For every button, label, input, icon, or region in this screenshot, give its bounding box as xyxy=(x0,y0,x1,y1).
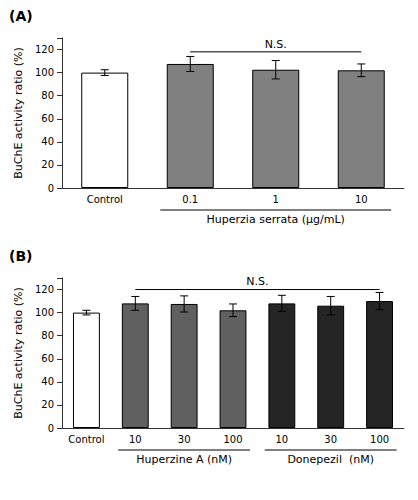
svg-text:0.1: 0.1 xyxy=(182,194,198,205)
svg-text:(A): (A) xyxy=(9,8,33,24)
svg-text:80: 80 xyxy=(41,330,54,341)
svg-text:60: 60 xyxy=(41,113,54,124)
svg-text:100: 100 xyxy=(35,67,54,78)
svg-text:N.S.: N.S. xyxy=(265,38,287,51)
svg-text:0: 0 xyxy=(48,423,54,434)
svg-text:10: 10 xyxy=(129,434,142,445)
svg-text:30: 30 xyxy=(324,434,337,445)
svg-text:120: 120 xyxy=(35,284,54,295)
svg-text:0: 0 xyxy=(48,183,54,194)
svg-text:1: 1 xyxy=(273,194,279,205)
svg-text:(B): (B) xyxy=(9,248,32,264)
svg-text:20: 20 xyxy=(41,399,54,410)
svg-text:10: 10 xyxy=(355,194,368,205)
svg-text:30: 30 xyxy=(178,434,191,445)
svg-text:BuChE activity ratio (%): BuChE activity ratio (%) xyxy=(12,47,25,179)
svg-text:Control: Control xyxy=(87,194,123,205)
svg-text:Huperzia serrata (μg/mL): Huperzia serrata (μg/mL) xyxy=(207,213,345,226)
svg-text:120: 120 xyxy=(35,44,54,55)
svg-text:BuChE activity ratio (%): BuChE activity ratio (%) xyxy=(12,287,25,419)
svg-text:Donepezil (nM): Donepezil (nM) xyxy=(287,453,374,466)
svg-text:80: 80 xyxy=(41,90,54,101)
svg-text:20: 20 xyxy=(41,159,54,170)
svg-text:100: 100 xyxy=(35,307,54,318)
svg-text:100: 100 xyxy=(223,434,242,445)
svg-text:Control: Control xyxy=(68,434,104,445)
svg-text:Huperzine A (nM): Huperzine A (nM) xyxy=(136,453,232,466)
svg-text:40: 40 xyxy=(41,376,54,387)
svg-text:10: 10 xyxy=(275,434,288,445)
svg-text:100: 100 xyxy=(370,434,389,445)
svg-text:N.S.: N.S. xyxy=(246,275,268,288)
svg-text:60: 60 xyxy=(41,353,54,364)
svg-text:40: 40 xyxy=(41,136,54,147)
